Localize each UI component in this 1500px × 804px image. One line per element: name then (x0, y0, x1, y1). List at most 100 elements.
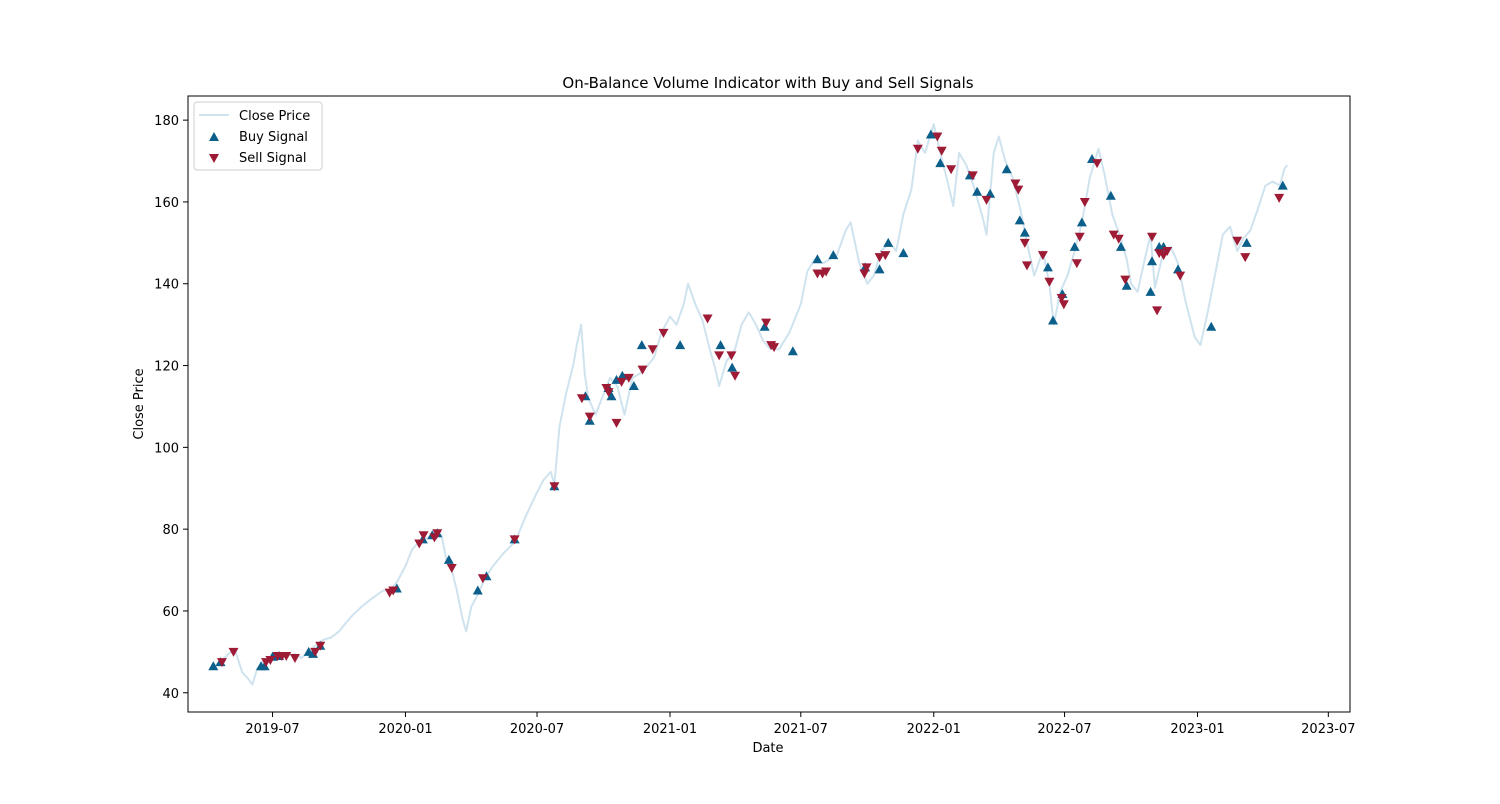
x-tick-label: 2022-07 (1037, 722, 1091, 737)
sell-signal-marker (1010, 179, 1021, 189)
sell-signal-marker (1071, 259, 1082, 269)
buy-signal-marker (898, 248, 909, 258)
sell-signal-marker (637, 365, 648, 375)
buy-signal-marker (1241, 237, 1252, 247)
plot-frame (187, 95, 1351, 713)
buy-signal-marker (606, 391, 617, 401)
y-axis: 40 60 80 100 120 140 160 180 (154, 114, 188, 702)
chart-title: On-Balance Volume Indicator with Buy and… (562, 74, 973, 92)
buy-signal-marker (1042, 262, 1053, 272)
sell-signal-marker (623, 373, 634, 383)
sell-signal-marker (477, 574, 488, 584)
x-axis: 2019-07 2020-01 2020-07 2021-01 2021-07 2022-… (245, 712, 1355, 737)
y-axis-label: Close Price (132, 368, 147, 439)
sell-signal-marker (1058, 300, 1069, 310)
sell-signal-marker (946, 165, 957, 175)
buy-signal-marker (675, 340, 686, 350)
buy-signal-marker (985, 188, 996, 198)
buy-signal-marker (1206, 321, 1217, 331)
x-tick-label: 2021-01 (643, 722, 697, 737)
sell-signal-marker (1113, 234, 1124, 244)
buy-signal-marker (759, 321, 770, 331)
x-tick-label: 2023-01 (1170, 722, 1224, 737)
sell-signal-marker (576, 394, 587, 404)
sell-signal-marker (281, 651, 292, 661)
sell-signal-marker (549, 482, 560, 492)
buy-signal-marker (1001, 164, 1012, 174)
buy-signal-marker (883, 237, 894, 247)
buy-signal-marker (472, 585, 483, 595)
buy-signal-marker (1076, 217, 1087, 227)
sell-signal-marker (1175, 271, 1186, 281)
sell-signal-marker (584, 412, 595, 422)
sell-signal-marker (509, 535, 520, 545)
sell-signal-marker (1037, 251, 1048, 261)
buy-signal-marker (727, 362, 738, 372)
legend-label: Sell Signal (239, 151, 307, 166)
sell-signal-marker (1232, 236, 1243, 246)
sell-signal-marker (932, 132, 943, 142)
series-layer (208, 123, 1288, 686)
y-tick-label: 140 (154, 278, 179, 293)
x-tick-label: 2022-01 (907, 722, 961, 737)
sell-signal-marker (1019, 238, 1030, 248)
sell-signal-marker (714, 351, 725, 361)
sell-signal-marker (769, 343, 780, 353)
sell-signal-marker (1044, 277, 1055, 287)
buy-signal-marker (787, 346, 798, 356)
buy-signal-marker (617, 370, 628, 380)
sell-signal-marker (315, 641, 326, 651)
sell-signal-marker (761, 318, 772, 328)
sell-signal-marker (603, 388, 614, 398)
sell-signal-marker (310, 647, 321, 657)
legend-box (193, 101, 323, 171)
x-tick-label: 2021-07 (774, 722, 828, 737)
y-tick-label: 100 (154, 441, 179, 456)
sell-signal-marker (265, 656, 276, 666)
buy-signal-marker (1146, 256, 1157, 266)
sell-signal-marker (1056, 294, 1067, 304)
buy-signal-marker (1145, 286, 1156, 296)
x-axis-label: Date (752, 741, 783, 756)
legend-label: Close Price (239, 109, 310, 124)
sell-signal-marker (880, 251, 891, 261)
buy-signal-marker (259, 661, 270, 671)
sell-signal-marker (861, 263, 872, 273)
sell-signal-marker (1013, 185, 1024, 195)
sell-signal-marker (1274, 193, 1285, 203)
sell-signal-marker (1092, 159, 1103, 169)
sell-signal-marker (388, 586, 399, 596)
buy-signal-marker (1014, 215, 1025, 225)
x-tick-label: 2020-01 (378, 722, 432, 737)
y-tick-label: 180 (154, 114, 179, 129)
buy-signal-marker (636, 340, 647, 350)
sell-signal-marker (216, 658, 227, 668)
buy-signal-marker (935, 158, 946, 168)
buy-signal-marker (1115, 241, 1126, 251)
x-tick-label: 2023-07 (1301, 722, 1355, 737)
sell-signal-marker (702, 314, 713, 324)
x-tick-label: 2019-07 (245, 722, 299, 737)
sell-signal-marker (1074, 232, 1085, 242)
sell-signal-marker (1162, 247, 1173, 257)
buy-signal-marker (828, 250, 839, 260)
sell-signal-marker (1108, 230, 1119, 240)
buy-signal-marker (443, 554, 454, 564)
sell-signal-marker (414, 539, 425, 549)
buy-signal-marker (1019, 227, 1030, 237)
sell-signal-marker (1152, 306, 1163, 316)
sell-signal-marker (228, 647, 239, 657)
y-tick-label: 40 (162, 687, 179, 702)
buy-signal-marker (1047, 315, 1058, 325)
y-tick-label: 120 (154, 360, 179, 375)
buy-signal-marker (925, 129, 936, 139)
sell-signal-marker (730, 371, 741, 381)
sell-signal-marker (1146, 232, 1157, 242)
sell-signal-marker (726, 351, 737, 361)
sell-signal-marker (418, 531, 429, 541)
buy-signal-marker (1105, 190, 1116, 200)
sell-signal-marker (432, 529, 443, 539)
legend-label: Buy Signal (239, 130, 308, 145)
